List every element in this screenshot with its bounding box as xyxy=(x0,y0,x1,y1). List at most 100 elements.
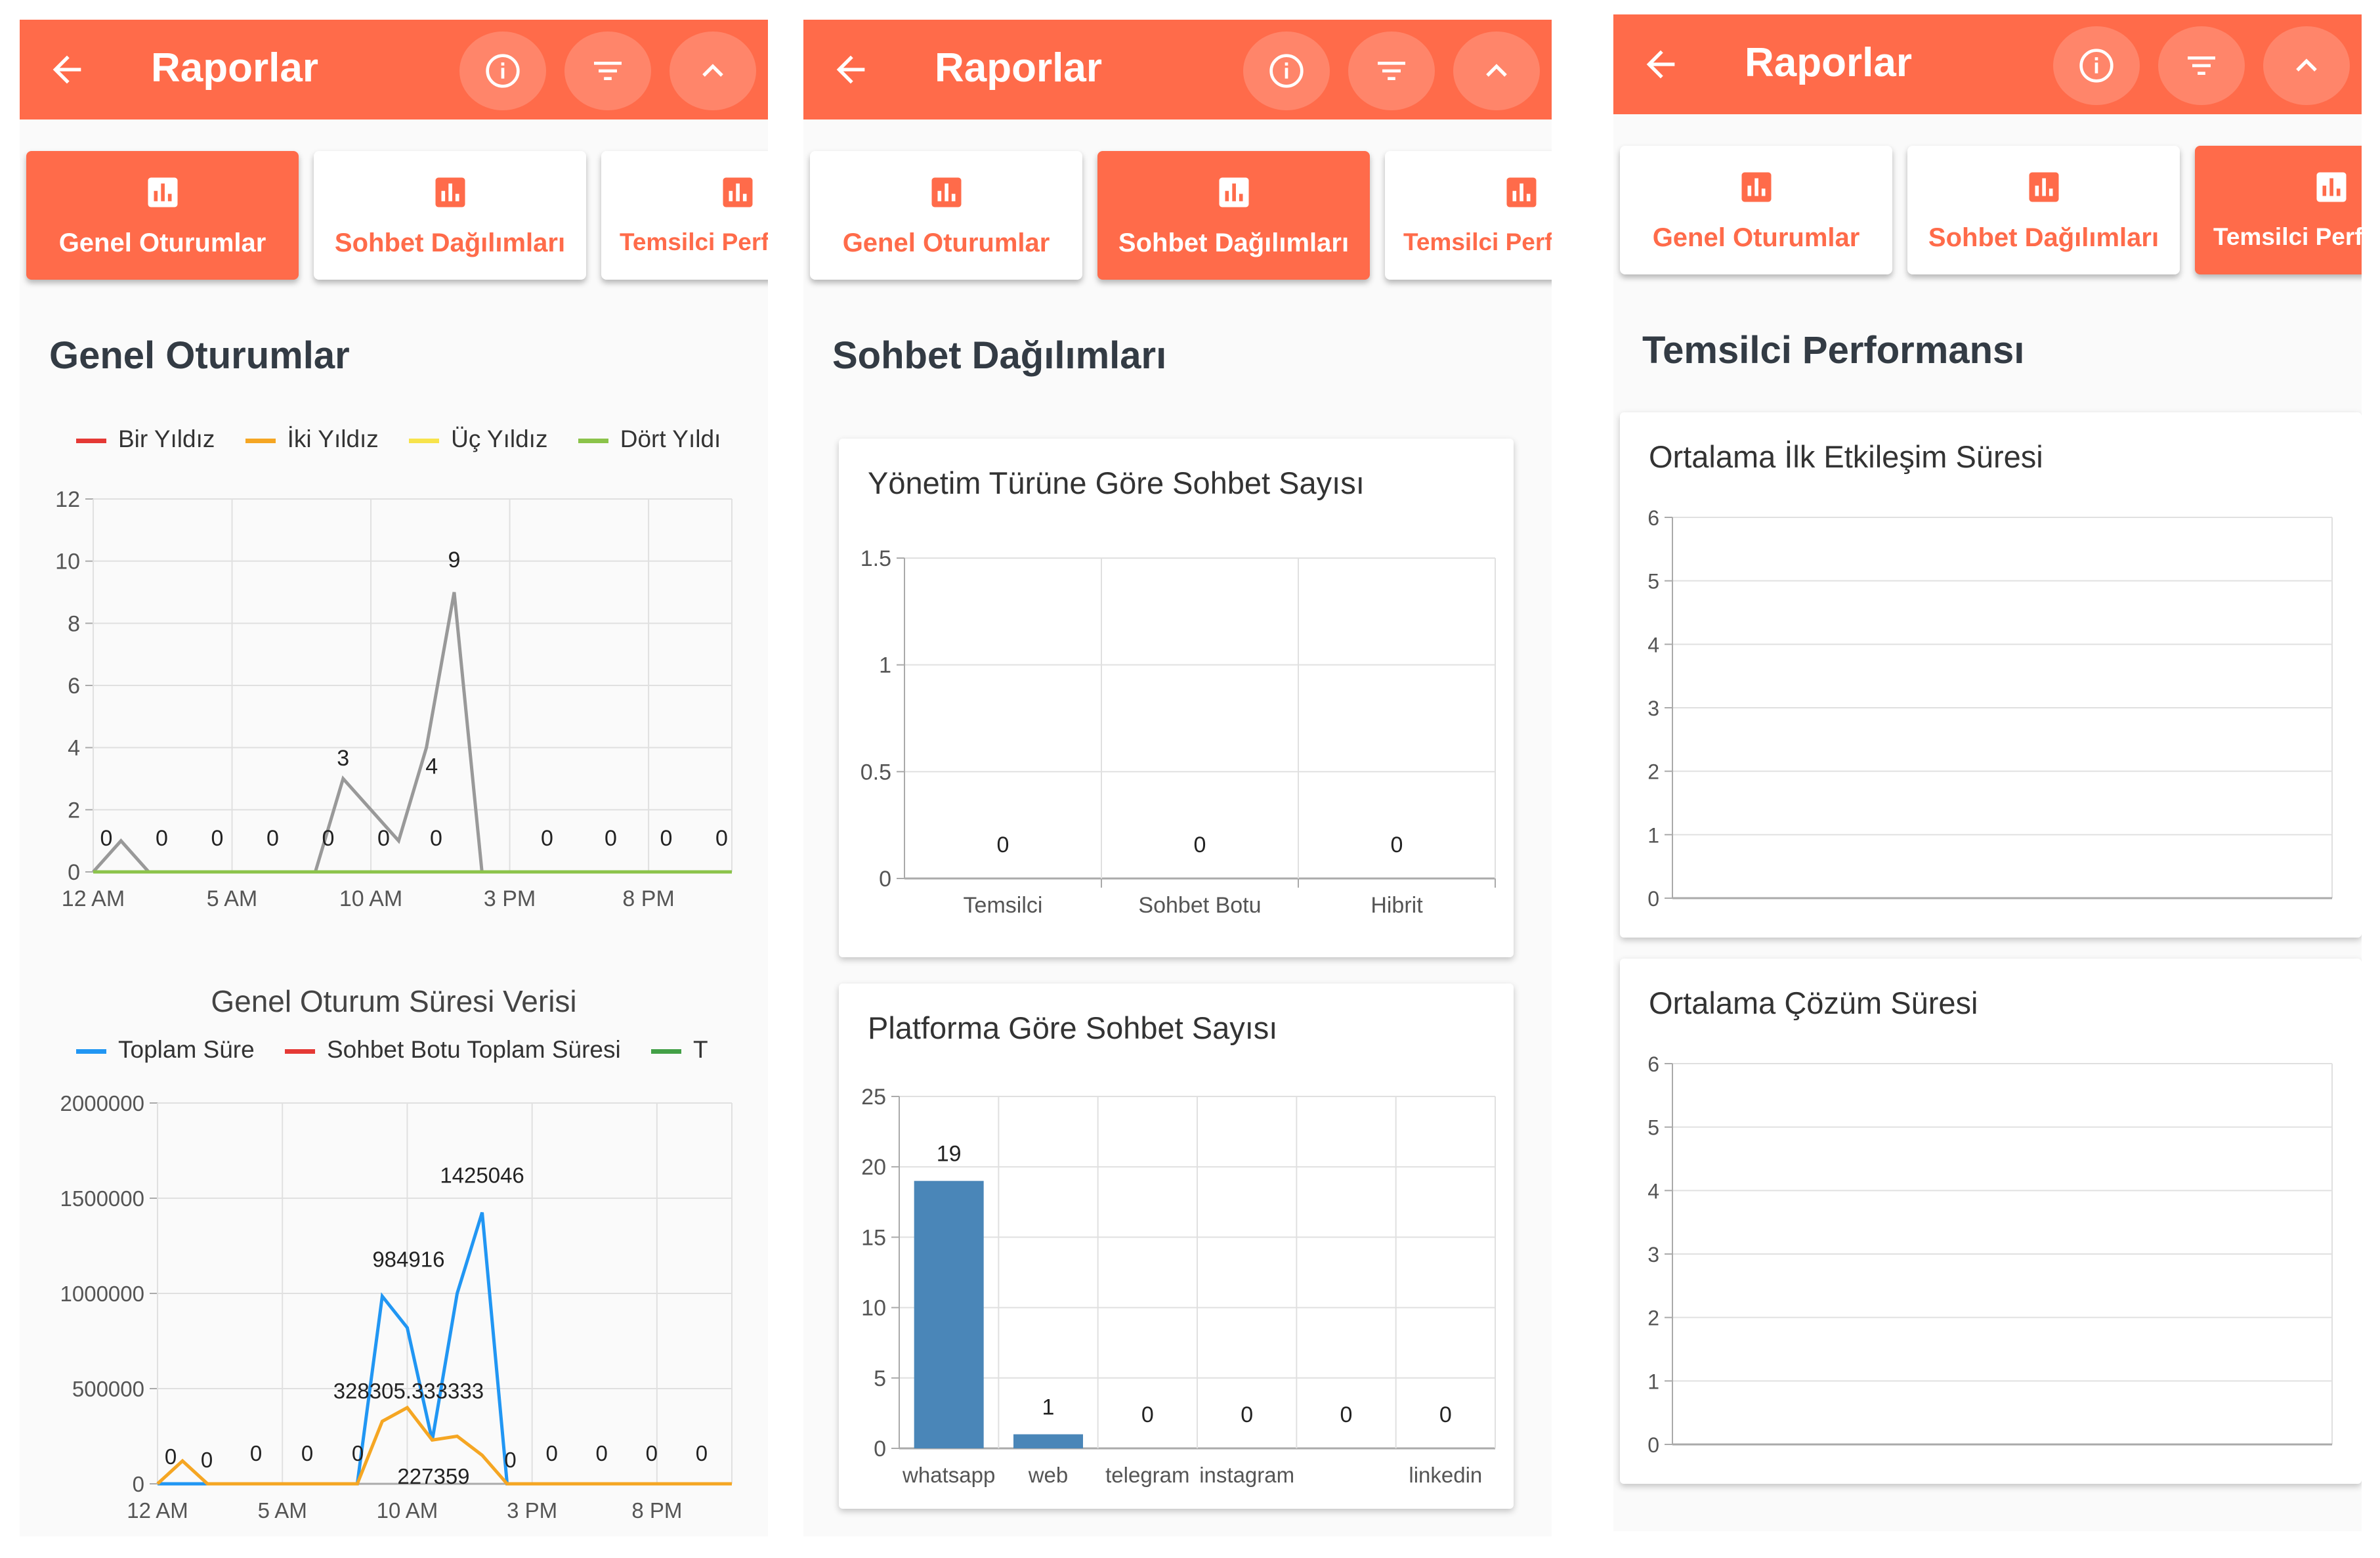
x-tick-label: 10 AM xyxy=(377,1498,438,1523)
y-tick-label: 5 xyxy=(874,1366,886,1391)
back-arrow-icon[interactable] xyxy=(1640,43,1682,85)
legend-item[interactable]: Toplam Süre xyxy=(76,1036,255,1064)
legend-item[interactable]: Üç Yıldız xyxy=(409,425,547,453)
section-title: Temsilci Performansı xyxy=(1642,329,2025,372)
tab-label: Temsilci Perf xyxy=(1403,228,1552,255)
x-tick-label: 3 PM xyxy=(484,886,536,911)
y-tick-label: 5 xyxy=(1647,1116,1659,1140)
panel-sohbet-dagilimlari: Raporlar Genel Oturumlar Sohbet Dağılıml… xyxy=(803,20,1552,1536)
management-type-bar-chart: 0 0.5 1 1.5 0 Temsilci 0 Sohbet Botu 0 Hibrit xyxy=(861,546,1496,918)
report-tabs: Genel Oturumlar Sohbet Dağılımları Temsi… xyxy=(1613,146,2362,284)
tab-genel-oturumlar[interactable]: Genel Oturumlar xyxy=(26,151,299,280)
data-label: 0 xyxy=(377,826,390,851)
filter-button[interactable] xyxy=(564,32,651,110)
y-tick-label: 2 xyxy=(1647,1307,1659,1330)
bar xyxy=(914,1180,984,1448)
x-tick-label: Temsilci xyxy=(964,893,1043,918)
data-label: 0 xyxy=(211,826,224,851)
chart-legend: Toplam Süre Sohbet Botu Toplam Süresi T xyxy=(76,1036,746,1064)
data-label: 0 xyxy=(646,1441,658,1465)
filter-button[interactable] xyxy=(1348,32,1435,110)
data-label: 0 xyxy=(301,1441,313,1465)
chart-legend: Bir Yıldız İki Yıldız Üç Yıldız Dört Yıl… xyxy=(76,425,744,453)
tab-label: Temsilci Perf xyxy=(620,228,768,255)
back-arrow-icon[interactable] xyxy=(830,49,872,91)
data-label: 0 xyxy=(165,1444,177,1469)
tab-temsilci-performansi[interactable]: Temsilci Perf xyxy=(2195,146,2362,274)
legend-item[interactable]: Bir Yıldız xyxy=(76,425,215,453)
data-label: 3 xyxy=(337,746,349,771)
legend-swatch xyxy=(245,438,276,443)
filter-icon xyxy=(1378,62,1405,80)
resolution-time-card: Ortalama Çözüm Süresi 0 1 2 3 4 5 6 xyxy=(1620,959,2362,1484)
y-tick-label: 6 xyxy=(68,674,80,699)
app-bar: Raporlar xyxy=(1613,14,2362,114)
panel-genel-oturumlar: Raporlar Genel Oturumlar Sohbet Dağılıml… xyxy=(20,20,768,1536)
collapse-button[interactable] xyxy=(669,32,756,110)
data-label: 0 xyxy=(660,826,673,851)
tab-genel-oturumlar[interactable]: Genel Oturumlar xyxy=(810,151,1082,280)
collapse-button[interactable] xyxy=(2263,26,2350,105)
legend-item[interactable]: T xyxy=(651,1036,708,1064)
x-tick-label: 3 PM xyxy=(507,1498,557,1523)
chart-title: Genel Oturum Süresi Verisi xyxy=(211,984,577,1018)
tab-sohbet-dagilimlari[interactable]: Sohbet Dağılımları xyxy=(314,151,586,280)
y-tick-label: 0 xyxy=(879,867,891,892)
bar-chart-icon xyxy=(2029,172,2058,202)
y-tick-label: 4 xyxy=(68,736,80,761)
x-tick-label: telegram xyxy=(1105,1463,1189,1487)
data-label: 0 xyxy=(266,826,279,851)
data-label: 4 xyxy=(425,754,438,779)
legend-item[interactable]: Dört Yıldı xyxy=(578,425,721,453)
tab-label: Sohbet Dağılımları xyxy=(334,228,566,257)
info-button[interactable] xyxy=(1243,32,1330,110)
tab-label: Genel Oturumlar xyxy=(842,228,1050,257)
tab-genel-oturumlar[interactable]: Genel Oturumlar xyxy=(1620,146,1892,274)
info-button[interactable] xyxy=(459,32,546,110)
y-tick-label: 500000 xyxy=(72,1377,144,1401)
y-tick-label: 25 xyxy=(861,1085,886,1110)
legend-label: İki Yıldız xyxy=(287,425,379,452)
y-tick-label: 2000000 xyxy=(60,1091,144,1115)
filter-button[interactable] xyxy=(2158,26,2245,105)
tab-temsilci-performansi[interactable]: Temsilci Perf xyxy=(601,151,768,280)
back-arrow-icon[interactable] xyxy=(46,49,88,91)
x-tick-label: 8 PM xyxy=(631,1498,682,1523)
info-button[interactable] xyxy=(2053,26,2140,105)
y-tick-label: 20 xyxy=(861,1155,886,1180)
first-interaction-card: Ortalama İlk Etkileşim Süresi 0 1 2 3 4 5 6 xyxy=(1620,412,2362,938)
data-label: 0 xyxy=(541,826,553,851)
first-interaction-chart: 0 1 2 3 4 5 6 xyxy=(1647,506,2333,911)
y-tick-label: 4 xyxy=(1647,1179,1659,1203)
collapse-button[interactable] xyxy=(1453,32,1540,110)
series-line-0 xyxy=(92,592,732,874)
y-tick-label: 10 xyxy=(55,550,80,574)
card-title: Ortalama Çözüm Süresi xyxy=(1649,985,1978,1020)
y-tick-label: 3 xyxy=(1647,697,1659,720)
y-tick-label: 6 xyxy=(1647,1052,1659,1076)
data-label: 328305.333333 xyxy=(333,1379,484,1403)
card-title: Platforma Göre Sohbet Sayısı xyxy=(868,1010,1278,1045)
tab-sohbet-dagilimlari[interactable]: Sohbet Dağılımları xyxy=(1097,151,1370,280)
bar-chart-icon xyxy=(1219,177,1248,207)
session-duration-line-chart: 0 500000 1000000 1500000 2000000 12 AM 5 AM 10 … xyxy=(60,1091,733,1523)
data-label: 0 xyxy=(1391,833,1403,857)
legend-item[interactable]: Sohbet Botu Toplam Süresi xyxy=(285,1036,621,1064)
x-tick-label: 12 AM xyxy=(62,886,125,911)
section-title: Sohbet Dağılımları xyxy=(832,334,1167,377)
app-bar: Raporlar xyxy=(20,20,768,119)
tab-sohbet-dagilimlari[interactable]: Sohbet Dağılımları xyxy=(1907,146,2180,274)
x-tick-label: 10 AM xyxy=(339,886,402,911)
tab-temsilci-performansi[interactable]: Temsilci Perf xyxy=(1385,151,1552,280)
bar-chart-icon xyxy=(435,177,465,207)
y-tick-label: 0 xyxy=(1647,887,1659,911)
legend-swatch xyxy=(76,1049,106,1054)
legend-item[interactable]: İki Yıldız xyxy=(245,425,379,453)
card-title: Ortalama İlk Etkileşim Süresi xyxy=(1649,439,2043,474)
section-title: Genel Oturumlar xyxy=(49,334,350,377)
y-tick-label: 15 xyxy=(861,1225,886,1250)
bar-chart-icon xyxy=(1741,172,1771,202)
y-tick-label: 4 xyxy=(1647,633,1659,657)
data-label: 0 xyxy=(250,1441,262,1465)
y-tick-label: 0 xyxy=(874,1437,886,1461)
